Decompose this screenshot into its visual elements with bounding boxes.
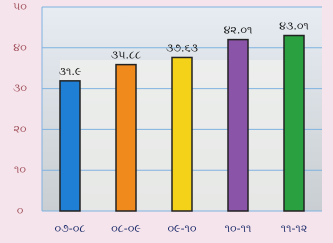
value-label: ૩૫.૮૮ bbox=[111, 49, 141, 62]
value-label: ૩૧.૯ bbox=[59, 65, 82, 78]
bar bbox=[172, 57, 192, 211]
x-tick-label: ૧૦-૧૧ bbox=[225, 222, 252, 235]
value-label: ૪૩.૦૧ bbox=[279, 20, 309, 33]
y-tick-label: ૦ bbox=[17, 204, 24, 217]
x-tick-label: ૦૮-૦૯ bbox=[111, 222, 141, 235]
value-label: ૩૭.૬૩ bbox=[166, 41, 198, 54]
x-tick-label: ૧૧-૧૨ bbox=[281, 222, 308, 235]
bar bbox=[228, 40, 248, 211]
x-tick-label: ૦૭-૦૮ bbox=[55, 222, 86, 235]
y-tick-label: ૫૦ bbox=[13, 0, 27, 13]
bar bbox=[60, 81, 80, 211]
chart: ૦ ૧૦ ૨૦ ૩૦ ૪૦ ૫૦ ૩૧.૯ ૦૭-૦૮ ૩૫.૮૮ ૦૮-૦૯ ૩૭.૬૩ ૦૯-૧૦… bbox=[0, 0, 333, 243]
bar bbox=[284, 36, 304, 211]
y-tick-label: ૪૦ bbox=[13, 41, 27, 54]
y-tick-label: ૩૦ bbox=[13, 82, 27, 95]
y-tick-label: ૧૦ bbox=[14, 163, 26, 176]
y-tick-label: ૨૦ bbox=[13, 122, 26, 135]
value-label: ૪૨.૦૧ bbox=[224, 24, 253, 37]
bar bbox=[116, 65, 136, 211]
x-tick-label: ૦૯-૧૦ bbox=[167, 222, 196, 235]
